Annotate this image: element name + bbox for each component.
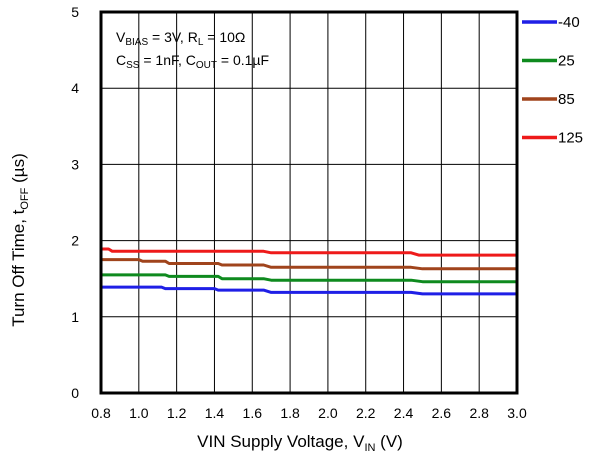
y-tick-label: 0	[71, 385, 79, 401]
x-tick-label: 1.0	[129, 405, 149, 421]
x-tick-label: 2.6	[432, 405, 452, 421]
x-axis-title: VIN Supply Voltage, VIN (V)	[197, 432, 403, 454]
x-tick-label: 2.8	[469, 405, 489, 421]
legend-label--40: -40	[558, 14, 580, 31]
y-tick-label: 5	[71, 4, 79, 20]
x-tick-label: 2.4	[394, 405, 414, 421]
y-tick-label: 4	[71, 80, 79, 96]
series-lines	[101, 247, 517, 296]
series-line-85	[101, 258, 517, 271]
x-tick-label: 1.6	[243, 405, 263, 421]
y-axis-title: Turn Off Time, tOFF (µs)	[9, 153, 31, 326]
annotation-line-1: VBIAS = 3V, RL = 10Ω	[116, 29, 245, 48]
series-line-25	[101, 273, 517, 284]
grid	[101, 12, 517, 393]
y-tick-label: 1	[71, 309, 79, 325]
series-line-125	[101, 247, 517, 257]
x-tick-labels: 0.8 1.0 1.2 1.4 1.6 1.8 2.0 2.2 2.4 2.6 2.8 3.0	[91, 405, 527, 421]
x-tick-label: 1.2	[167, 405, 187, 421]
y-tick-label: 3	[71, 156, 79, 172]
plot-frame	[99, 10, 519, 395]
series-line--40	[101, 285, 517, 296]
x-tick-label: 1.8	[280, 405, 300, 421]
y-tick-label: 2	[71, 233, 79, 249]
x-tick-label: 2.0	[318, 405, 338, 421]
y-tick-labels: 0 1 2 3 4 5	[71, 4, 79, 401]
legend-label-25: 25	[558, 53, 575, 70]
legend-label-125: 125	[558, 130, 583, 147]
x-tick-label: 0.8	[91, 405, 111, 421]
x-tick-label: 1.4	[205, 405, 225, 421]
legend: -40 25 85 125	[522, 14, 583, 147]
x-tick-label: 2.2	[356, 405, 376, 421]
legend-label-85: 85	[558, 91, 575, 108]
conditions-annotation: VBIAS = 3V, RL = 10Ω CSS = 1nF, COUT = 0…	[116, 29, 269, 71]
x-tick-label: 3.0	[507, 405, 527, 421]
annotation-line-2: CSS = 1nF, COUT = 0.1µF	[116, 52, 269, 71]
